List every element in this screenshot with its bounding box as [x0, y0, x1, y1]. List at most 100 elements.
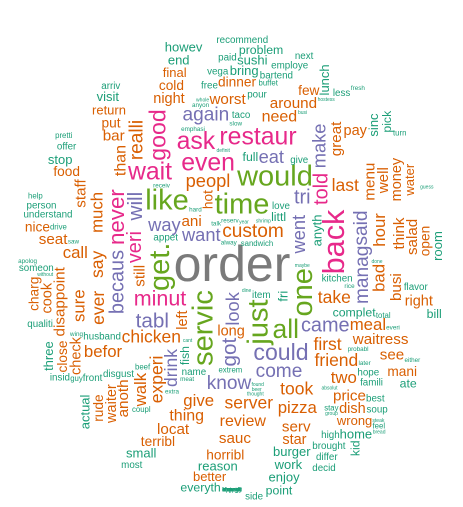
word-never-16: never	[104, 189, 129, 245]
word-extra-197: extra	[165, 389, 179, 396]
word-next-177: next	[295, 51, 314, 62]
word-sushi-130: sushi	[237, 52, 267, 67]
word-brought-147: brought	[312, 441, 346, 452]
word-fri-132: fri	[275, 291, 290, 302]
word-salad-83: salad	[404, 219, 421, 255]
word-expect-230: expect	[223, 488, 241, 494]
word-beer-241: beer	[252, 387, 262, 393]
word-lunch-129: lunch	[317, 64, 332, 95]
word-husband-144: husband	[83, 331, 121, 342]
word-call-58: call	[63, 243, 88, 262]
word-without-208: without	[37, 272, 53, 278]
word-anoth-77: anoth	[115, 379, 132, 417]
word-enough-214: enough	[222, 488, 242, 494]
word-rude-107: rude	[91, 394, 106, 421]
word-terribl-104: terribl	[141, 434, 175, 449]
word-busi-67: busi	[388, 273, 405, 301]
word-side-178: side	[245, 491, 264, 502]
word-cook-88: cook	[40, 282, 56, 313]
word-servic-4: servic	[188, 290, 220, 366]
word-complet-138: complet	[333, 305, 377, 319]
word-told-25: told	[311, 173, 333, 205]
word-fresh-221: fresh	[351, 85, 365, 92]
word-hope-154: hope	[357, 367, 379, 378]
word-guy-228: guy	[70, 374, 83, 383]
word-happen-220: happen	[222, 488, 242, 494]
word-know-32: know	[207, 373, 252, 394]
word-done-231: done	[371, 259, 382, 265]
word-receiv-185: receiv	[153, 182, 171, 189]
word-charg-105: charg	[27, 277, 42, 311]
word-maybe-194: maybe	[295, 263, 310, 269]
word-sauc-76: sauc	[219, 430, 251, 447]
word-later-225: later	[358, 360, 370, 367]
word-taco-153: taco	[232, 110, 251, 121]
word-bar-84: bar	[103, 127, 125, 144]
word-either-200: either	[405, 357, 421, 364]
word-say-45: say	[87, 251, 107, 278]
word-dine-233: dine	[242, 288, 252, 294]
word-make-33: make	[308, 124, 329, 169]
word-thing-64: thing	[169, 407, 204, 424]
word-all-9: all	[273, 314, 300, 344]
word-fish-206: fish	[178, 346, 192, 365]
word-paid-170: paid	[218, 53, 237, 64]
word-minut-17: minut	[134, 287, 187, 311]
word-front-160: front	[83, 373, 103, 384]
word-probabl-189: probabl	[348, 346, 369, 353]
word-few-110: few	[298, 83, 319, 98]
word-room-120: room	[430, 231, 445, 261]
word-recommend-169: recommend	[216, 35, 268, 46]
word-pizza-61: pizza	[278, 398, 318, 417]
word-burger-114: burger	[273, 444, 311, 459]
word-name-149: name	[182, 367, 207, 378]
word-pick-142: pick	[380, 110, 394, 133]
word-dish-95: dish	[339, 401, 366, 417]
word-price-74: price	[333, 388, 366, 405]
word-much-52: much	[88, 192, 107, 233]
word-full-201: full	[243, 150, 259, 164]
word-check-87: check	[69, 336, 85, 375]
word-steak-237: steak	[372, 418, 384, 424]
word-one-7: one	[287, 268, 319, 316]
word-instead-216: instead	[222, 488, 241, 494]
word-small-126: small	[126, 446, 156, 461]
word-will-18: will	[124, 192, 147, 222]
word-better-131: better	[193, 469, 227, 484]
word-again-28: again	[183, 105, 230, 126]
word-got-20: got	[218, 337, 241, 366]
word-reserv-184: reserv	[221, 217, 239, 224]
word-staff-72: staff	[72, 179, 89, 208]
word-cold-109: cold	[159, 78, 184, 93]
word-open-102: open	[417, 226, 432, 256]
word-wing-207: wing	[69, 331, 83, 338]
word-well-80: well	[375, 167, 392, 194]
word-final-123: final	[163, 65, 187, 80]
word-first-43: first	[313, 334, 341, 354]
word-disappoint-70: disappoint	[52, 266, 69, 336]
word-work-125: work	[274, 457, 303, 472]
word-menu-66: menu	[362, 163, 379, 201]
word-come-31: come	[256, 361, 303, 382]
word-end-133: end	[168, 52, 190, 67]
word-said-26: said	[351, 210, 372, 245]
word-could-14: could	[253, 339, 308, 365]
word-eat-34: eat	[259, 146, 284, 167]
word-even-11: even	[181, 150, 235, 177]
word-bartend-146: bartend	[260, 71, 293, 82]
word-anyth-112: anyth	[309, 214, 324, 246]
word-give-51: give	[183, 391, 214, 410]
word-hostess-209: hostess	[318, 97, 336, 103]
word-special-222: special	[223, 488, 242, 494]
word-locat-78: locat	[157, 421, 190, 438]
word-employe-159: employe	[271, 60, 309, 71]
word-extrem-179: extrem	[218, 365, 242, 374]
word-saw-224: saw	[68, 238, 80, 245]
word-coupl-181: coupl	[132, 405, 151, 414]
word-two-60: two	[331, 368, 357, 387]
word-worst-71: worst	[208, 91, 246, 108]
word-would-8: would	[236, 161, 313, 193]
word-though-223: though	[223, 488, 241, 494]
word-pay-93: pay	[344, 123, 368, 139]
word-think-69: think	[391, 217, 408, 249]
